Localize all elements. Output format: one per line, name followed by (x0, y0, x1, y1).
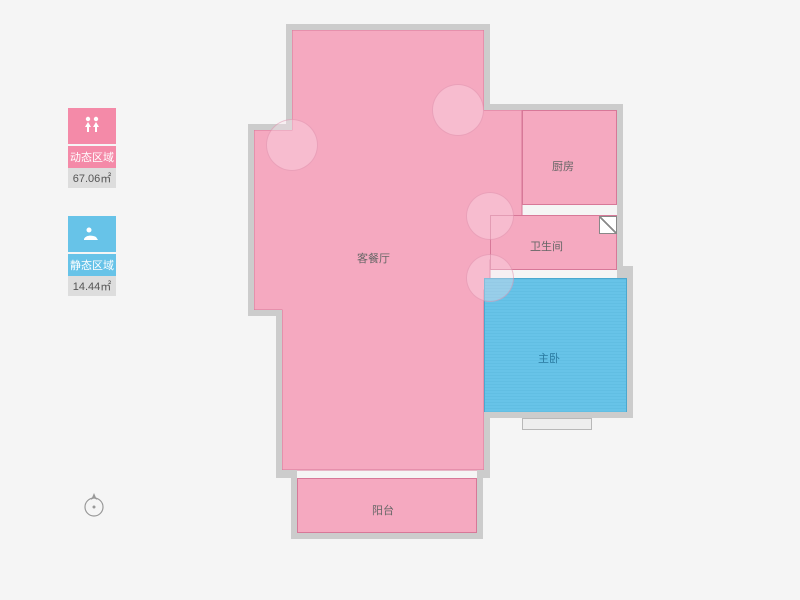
window-ledge (522, 418, 592, 430)
door-arc (266, 119, 318, 171)
static-zone-value: 14.44㎡ (68, 276, 116, 296)
room-label-bedroom: 主卧 (538, 350, 560, 366)
door-arc (466, 192, 514, 240)
room-label-living: 客餐厅 (357, 250, 390, 266)
legend-panel: 动态区域 67.06㎡ 静态区域 14.44㎡ (68, 108, 116, 324)
wall-segment (484, 24, 490, 110)
door-arc (432, 84, 484, 136)
wall-segment (248, 124, 254, 316)
dynamic-zone-label: 动态区域 (68, 146, 116, 168)
wall-segment (627, 266, 633, 418)
wall-segment (484, 104, 623, 110)
legend-static: 静态区域 14.44㎡ (68, 216, 116, 296)
door-arc (466, 254, 514, 302)
legend-dynamic: 动态区域 67.06㎡ (68, 108, 116, 188)
room-label-bathroom: 卫生间 (530, 238, 563, 254)
room-bedroom (484, 278, 627, 418)
wall-segment (286, 24, 490, 30)
room-label-kitchen: 厨房 (552, 158, 574, 174)
wall-segment (617, 104, 623, 272)
wall-segment (291, 470, 297, 539)
static-zone-icon (68, 216, 116, 252)
wall-segment (484, 418, 490, 476)
dynamic-zone-icon (68, 108, 116, 144)
floorplan: 客餐厅 厨房卫生间主卧阳台 (232, 30, 632, 570)
wall-segment (276, 310, 282, 476)
wall-segment (291, 533, 483, 539)
wall-segment (477, 470, 483, 539)
compass-icon (80, 490, 108, 518)
dynamic-zone-value: 67.06㎡ (68, 168, 116, 188)
room-label-balcony: 阳台 (372, 502, 394, 518)
static-zone-label: 静态区域 (68, 254, 116, 276)
wall-segment (286, 24, 292, 130)
